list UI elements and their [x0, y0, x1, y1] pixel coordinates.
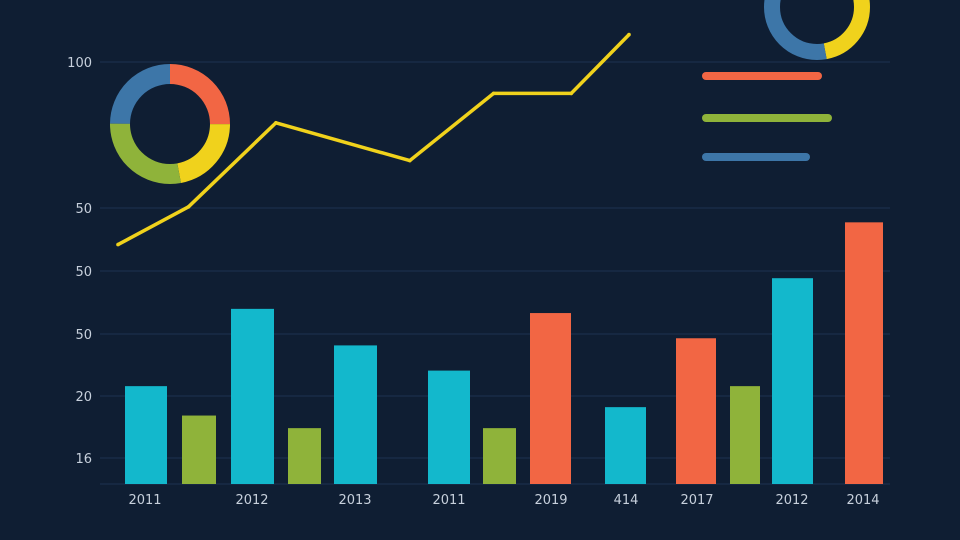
line-point	[491, 91, 496, 96]
x-tick-label: 2013	[338, 493, 371, 508]
x-tick-label: 414	[614, 493, 639, 508]
bar-green	[288, 428, 321, 484]
line-series-path	[117, 33, 631, 247]
donut-slice-blue	[110, 64, 230, 184]
bar-orange	[845, 222, 883, 484]
line-point	[569, 91, 574, 96]
y-tick-label: 50	[75, 265, 92, 280]
y-tick-label: 16	[75, 452, 92, 467]
x-tick-label: 2017	[680, 493, 713, 508]
bar-teal	[231, 308, 274, 484]
y-axis-tick-labels: 16 20 50 50 50 100	[67, 56, 92, 467]
bar-teal	[334, 345, 377, 484]
line-point	[186, 205, 191, 209]
donut-chart-top-right	[764, 0, 870, 60]
y-tick-label: 100	[67, 56, 92, 71]
bar-green	[182, 415, 216, 484]
bar-teal	[125, 386, 167, 484]
legend-strokes	[702, 72, 832, 161]
bar-green	[483, 428, 516, 484]
line-point	[116, 242, 120, 247]
x-tick-label: 2011	[128, 493, 161, 508]
bar-orange	[530, 313, 571, 484]
bar-series	[125, 222, 883, 484]
donut-slice-yellow	[764, 0, 870, 60]
x-tick-label: 2012	[235, 493, 268, 508]
line-series	[116, 32, 631, 247]
bar-green	[730, 386, 760, 484]
x-tick-label: 2014	[846, 493, 879, 508]
bar-teal	[605, 407, 646, 484]
line-point	[274, 121, 278, 125]
bar-orange	[676, 338, 716, 484]
y-tick-label: 20	[75, 390, 92, 405]
donut-slice-blue	[764, 0, 870, 60]
y-tick-label: 50	[75, 202, 92, 217]
bar-teal	[428, 370, 470, 484]
donut-slice-green	[110, 64, 230, 184]
y-tick-label: 50	[75, 328, 92, 343]
x-tick-label: 2019	[534, 493, 567, 508]
x-tick-label: 2012	[775, 493, 808, 508]
line-point	[407, 158, 412, 163]
x-tick-label: 2011	[432, 493, 465, 508]
donut-chart-left	[110, 64, 230, 184]
bar-teal	[772, 278, 813, 484]
x-axis-tick-labels: 2011 2012 2013 2011 2019 414 2017 2012 2014	[128, 493, 879, 508]
line-point	[627, 32, 631, 37]
